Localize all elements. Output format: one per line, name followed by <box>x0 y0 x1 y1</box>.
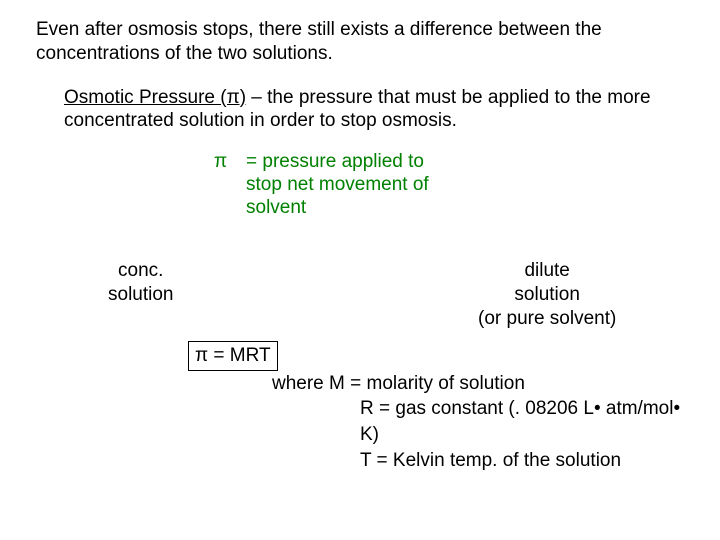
pi-symbol: π <box>214 151 227 173</box>
dilute-line3: (or pure solvent) <box>478 307 616 331</box>
formula-boxed: π = MRT <box>188 341 278 371</box>
where-m: where M = molarity of solution <box>272 371 684 397</box>
pi-description: = pressure applied to stop net movement … <box>246 151 446 219</box>
conc-line2: solution <box>108 283 174 307</box>
dilute-solution-label: dilute solution (or pure solvent) <box>478 259 616 330</box>
where-r: R = gas constant (. 08206 L• atm/mol• K) <box>360 396 684 447</box>
intro-text: Even after osmosis stops, there still ex… <box>36 18 684 66</box>
formula-block: π = MRT where M = molarity of solution R… <box>188 341 684 473</box>
osmotic-pressure-definition: Osmotic Pressure (π) – the pressure that… <box>64 86 684 134</box>
diagram-region: π = pressure applied to stop net movemen… <box>36 151 684 331</box>
where-t: T = Kelvin temp. of the solution <box>360 448 684 474</box>
dilute-line1: dilute <box>478 259 616 283</box>
conc-line1: conc. <box>108 259 174 283</box>
dilute-line2: solution <box>478 283 616 307</box>
definition-term: Osmotic Pressure (π) <box>64 87 246 108</box>
conc-solution-label: conc. solution <box>108 259 174 307</box>
